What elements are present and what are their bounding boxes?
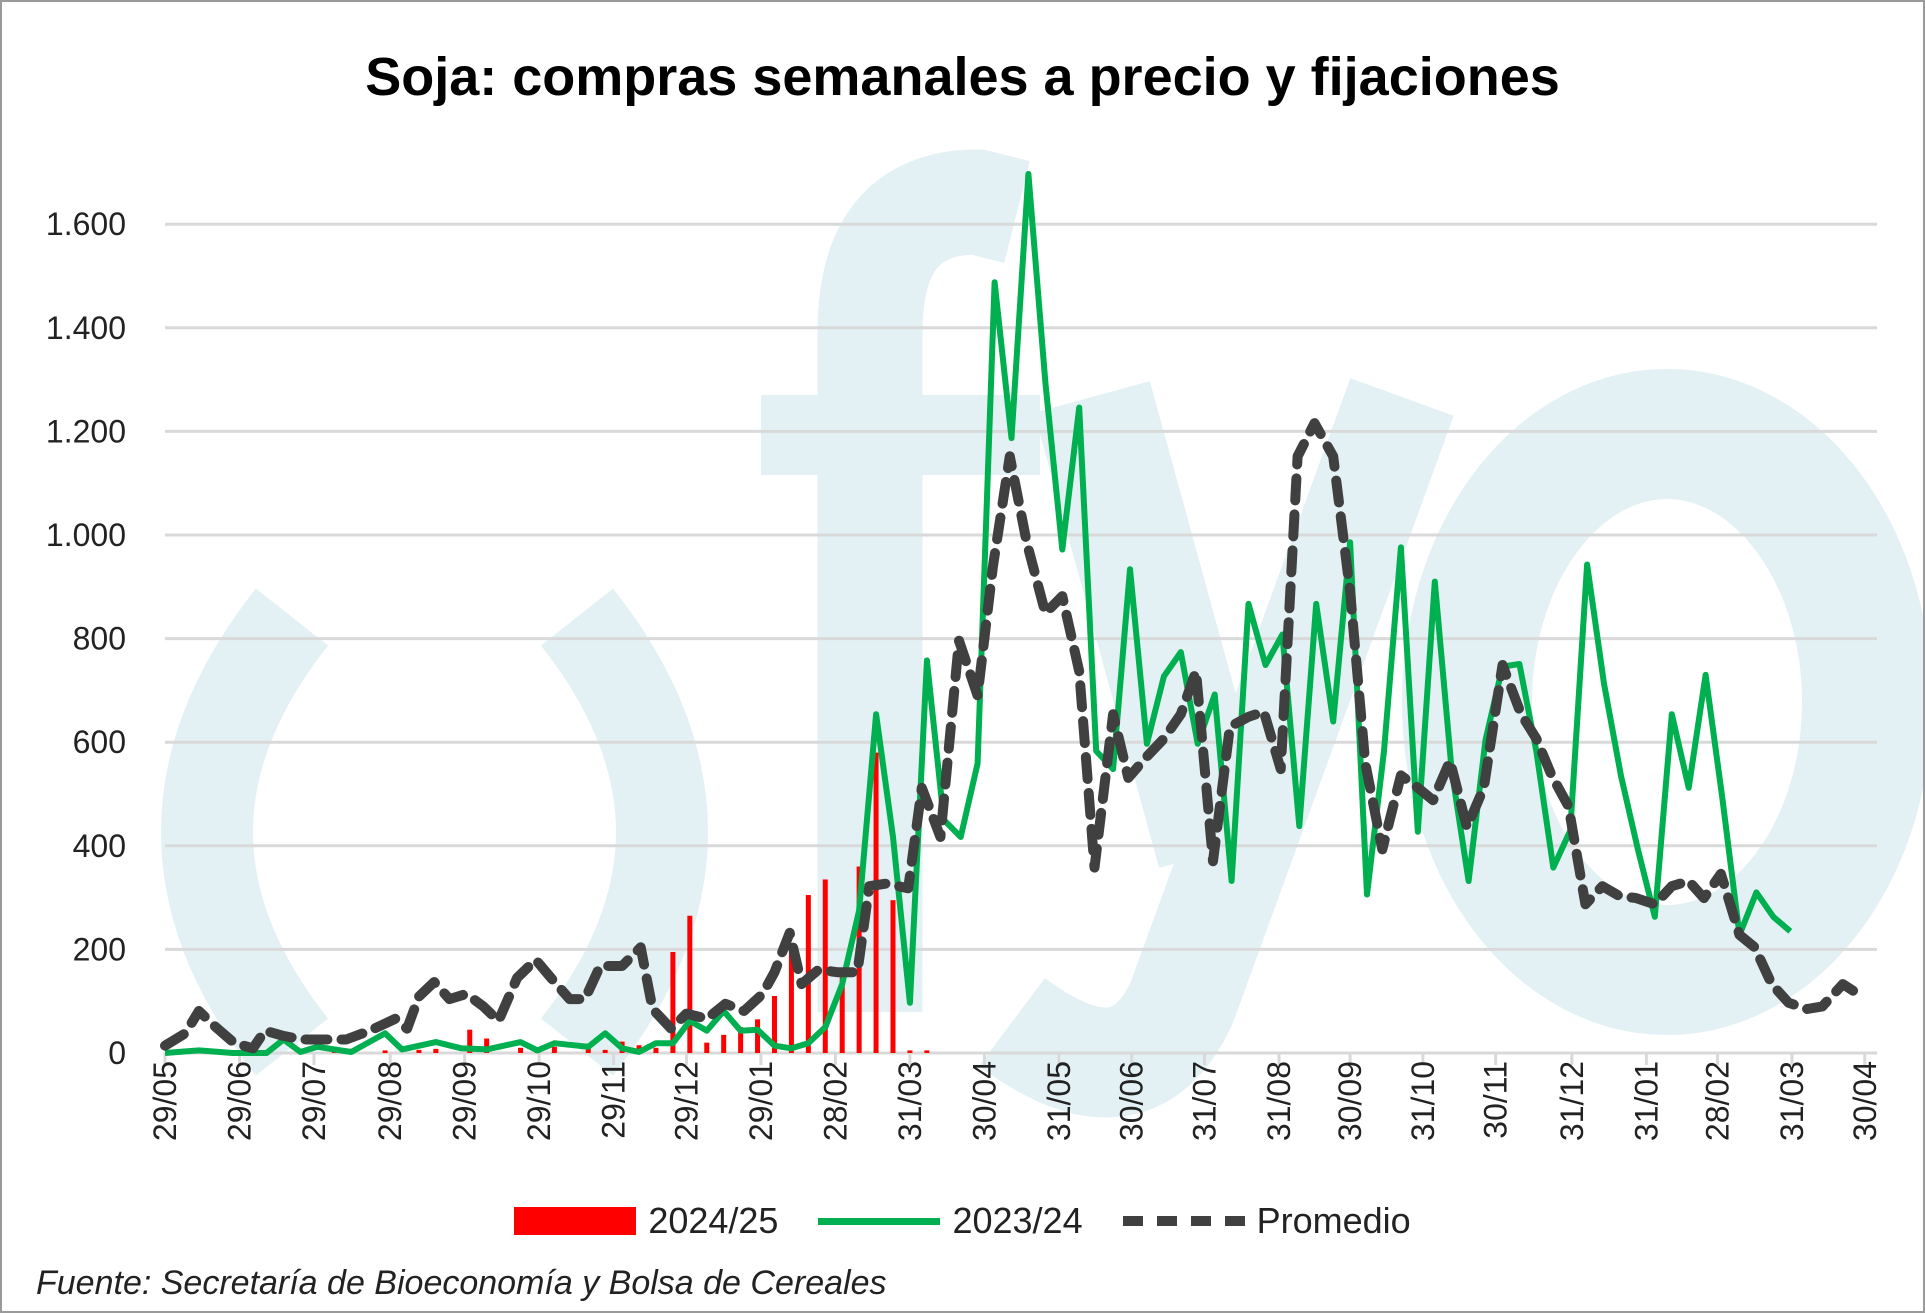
series-line-promedio xyxy=(160,418,1863,1054)
x-tick-label: 30/04 xyxy=(966,1061,1002,1141)
bar-2024-25 xyxy=(755,1019,761,1053)
bar-2024-25 xyxy=(771,996,777,1053)
bar-2024-25 xyxy=(518,1047,524,1053)
x-tick-label: 29/07 xyxy=(296,1061,332,1141)
bar-2024-25 xyxy=(907,1050,913,1053)
x-tick-label: 29/01 xyxy=(743,1061,779,1141)
bar-2024-25 xyxy=(839,975,845,1053)
x-tick-label: 31/10 xyxy=(1405,1061,1441,1141)
x-tick-label: 31/03 xyxy=(892,1061,928,1141)
watermark-letter-f-stem xyxy=(817,149,1030,1012)
bar-2024-25 xyxy=(822,879,828,1053)
y-tick-label: 0 xyxy=(108,1035,126,1071)
bar-2024-25 xyxy=(721,1034,727,1053)
x-tick-label: 30/11 xyxy=(1478,1061,1514,1139)
watermark-paren-right xyxy=(540,588,708,1076)
x-tick-label: 31/08 xyxy=(1261,1061,1297,1141)
x-tick-label: 28/02 xyxy=(1699,1061,1735,1141)
bar-2024-25 xyxy=(738,1027,744,1053)
bar-2024-25 xyxy=(602,1049,608,1053)
legend: 2024/25 2023/24 Promedio xyxy=(2,1200,1923,1242)
bar-2024-25 xyxy=(890,900,896,1053)
x-tick-label: 29/06 xyxy=(221,1061,257,1141)
y-tick-label: 1.200 xyxy=(46,413,126,449)
bar-2024-25 xyxy=(704,1042,710,1053)
x-tick-label: 29/09 xyxy=(447,1061,483,1141)
bar-2024-25 xyxy=(416,1049,422,1053)
bar-2024-25 xyxy=(788,949,794,1053)
x-tick-label: 29/05 xyxy=(147,1061,183,1141)
watermark-logo xyxy=(161,149,1923,1118)
bar-2024-25 xyxy=(873,752,879,1053)
legend-swatch-bar xyxy=(514,1207,637,1235)
watermark-letter-o xyxy=(1402,369,1923,1035)
y-tick-label: 600 xyxy=(73,724,126,760)
y-tick-label: 1.400 xyxy=(46,310,126,346)
series-line-2023-24 xyxy=(164,171,1793,1056)
legend-label: Promedio xyxy=(1256,1200,1411,1241)
legend-item-promedio: Promedio xyxy=(1122,1200,1411,1242)
legend-swatch-dashed xyxy=(1122,1216,1245,1226)
watermark-letter-y-right-arm xyxy=(979,378,1454,1118)
x-tick-label: 30/06 xyxy=(1114,1061,1150,1141)
x-tick-label: 29/11 xyxy=(596,1061,632,1139)
bar-2024-25 xyxy=(382,1050,388,1053)
x-tick-label: 29/12 xyxy=(668,1061,704,1141)
y-tick-label: 800 xyxy=(73,621,126,657)
watermark-paren-left xyxy=(161,588,329,1076)
legend-label: 2024/25 xyxy=(648,1200,779,1241)
chart-title: Soja: compras semanales a precio y fijac… xyxy=(365,47,1560,107)
x-tick-label: 31/03 xyxy=(1774,1061,1810,1141)
bar-2024-25 xyxy=(653,1047,659,1053)
bar-2024-25 xyxy=(670,951,676,1053)
x-tick-label: 30/04 xyxy=(1847,1061,1883,1141)
x-tick-label: 28/02 xyxy=(817,1061,853,1141)
legend-label: 2023/24 xyxy=(952,1200,1083,1241)
x-tick-label: 31/01 xyxy=(1628,1061,1664,1141)
x-tick-label: 30/09 xyxy=(1332,1061,1368,1141)
x-tick-label: 31/07 xyxy=(1187,1061,1223,1141)
x-tick-label: 31/05 xyxy=(1041,1061,1077,1141)
legend-swatch-line xyxy=(818,1217,941,1225)
y-tick-label: 400 xyxy=(73,828,126,864)
y-tick-label: 200 xyxy=(73,931,126,967)
x-tick-label: 29/08 xyxy=(372,1061,408,1141)
bar-2024-25 xyxy=(484,1038,490,1053)
bar-2024-25 xyxy=(687,915,693,1053)
y-tick-label: 1.000 xyxy=(46,517,126,553)
y-tick-label: 1.600 xyxy=(46,206,126,242)
x-tick-label: 29/10 xyxy=(521,1061,557,1141)
x-tick-label: 31/12 xyxy=(1554,1061,1590,1141)
watermark-letter-f-bar xyxy=(761,395,1040,475)
source-note: Fuente: Secretaría de Bioeconomía y Bols… xyxy=(36,1264,887,1302)
legend-item-2023-24: 2023/24 xyxy=(818,1200,1083,1242)
watermark-letter-y-left-arm xyxy=(1034,381,1275,868)
bar-2024-25 xyxy=(433,1048,439,1053)
bar-2024-25 xyxy=(467,1029,473,1053)
bar-2024-25 xyxy=(924,1050,930,1053)
bar-2024-25 xyxy=(551,1046,557,1053)
legend-item-2024-25: 2024/25 xyxy=(514,1200,778,1242)
